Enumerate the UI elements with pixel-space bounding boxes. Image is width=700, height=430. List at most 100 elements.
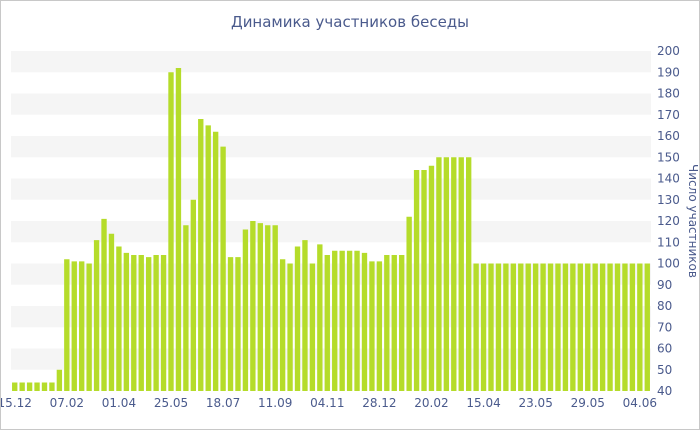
bar — [279, 259, 286, 391]
bar — [250, 221, 256, 391]
bar — [123, 252, 130, 391]
bar — [34, 382, 40, 391]
x-tick-label: 04.06 — [623, 396, 657, 410]
bar — [287, 263, 293, 391]
bar — [235, 257, 241, 391]
bar — [205, 125, 211, 391]
bar — [131, 255, 137, 391]
bar — [227, 257, 234, 391]
grid-band — [11, 51, 651, 73]
y-tick-label: 140 — [657, 172, 680, 186]
y-tick-label: 200 — [657, 44, 680, 58]
bar — [41, 382, 48, 391]
bar — [532, 263, 539, 391]
x-tick-label: 04.11 — [310, 396, 344, 410]
bar — [138, 255, 144, 391]
bar — [168, 72, 174, 391]
bar — [599, 263, 606, 391]
bar — [644, 263, 650, 391]
y-tick-label: 190 — [657, 65, 680, 79]
bar — [510, 263, 517, 391]
bar — [324, 255, 330, 391]
bar — [175, 68, 182, 391]
bar — [421, 170, 427, 391]
bar — [458, 157, 464, 391]
bar — [577, 263, 583, 391]
bar — [198, 119, 204, 391]
x-tick-label: 07.02 — [50, 396, 84, 410]
bar — [607, 263, 613, 391]
bar — [473, 263, 479, 391]
bar — [547, 263, 554, 391]
x-tick-label: 15.12 — [1, 396, 32, 410]
bar — [540, 263, 546, 391]
bar — [465, 157, 472, 391]
bar — [93, 240, 100, 391]
bar — [384, 255, 390, 391]
grid-band — [11, 178, 651, 200]
bar — [332, 250, 338, 391]
bar — [183, 225, 189, 391]
bar — [79, 261, 85, 391]
bar — [19, 382, 25, 391]
x-tick-label: 18.07 — [206, 396, 240, 410]
bar — [257, 223, 263, 391]
chart-title: Динамика участников беседы — [230, 13, 470, 31]
bar — [116, 246, 122, 391]
bar — [503, 263, 509, 391]
x-tick-label: 29.05 — [571, 396, 605, 410]
x-tick-label: 28.12 — [362, 396, 396, 410]
bar — [12, 382, 18, 391]
y-axis-label: Число участников — [686, 164, 699, 278]
bar — [443, 157, 450, 391]
y-tick-label: 110 — [657, 235, 680, 249]
grid-band — [11, 93, 651, 115]
bar — [614, 263, 621, 391]
bar — [480, 263, 487, 391]
y-tick-label: 40 — [657, 384, 672, 398]
bar — [562, 263, 569, 391]
bar — [570, 263, 576, 391]
bar — [399, 255, 405, 391]
bar — [108, 233, 115, 391]
x-tick-label: 23.05 — [518, 396, 552, 410]
bar — [413, 170, 420, 391]
bar — [64, 259, 70, 391]
bar — [294, 246, 301, 391]
bar — [86, 263, 92, 391]
bar — [495, 263, 502, 391]
bar — [56, 369, 63, 391]
bar — [220, 146, 226, 391]
bar — [71, 261, 77, 391]
grid-band — [11, 221, 651, 243]
bar — [555, 263, 561, 391]
y-tick-label: 180 — [657, 87, 680, 101]
bar — [629, 263, 636, 391]
bar — [317, 244, 323, 391]
bar — [160, 255, 167, 391]
grid-band — [11, 306, 651, 328]
y-tick-label: 80 — [657, 299, 672, 313]
bar — [592, 263, 598, 391]
y-tick-label: 50 — [657, 363, 672, 377]
x-tick-label: 20.02 — [414, 396, 448, 410]
bar — [488, 263, 494, 391]
grid-band — [11, 136, 651, 158]
bar — [428, 165, 435, 391]
y-tick-label: 160 — [657, 129, 680, 143]
bar — [190, 199, 197, 391]
y-tick-label: 60 — [657, 342, 672, 356]
bar — [339, 250, 345, 391]
bar — [49, 382, 55, 391]
y-tick-label: 170 — [657, 108, 680, 122]
y-tick-label: 70 — [657, 320, 672, 334]
y-tick-label: 90 — [657, 278, 672, 292]
bar — [585, 263, 591, 391]
bar — [637, 263, 643, 391]
grid-band — [11, 263, 651, 285]
bar — [145, 257, 152, 391]
bar — [309, 263, 316, 391]
bar — [242, 229, 249, 391]
